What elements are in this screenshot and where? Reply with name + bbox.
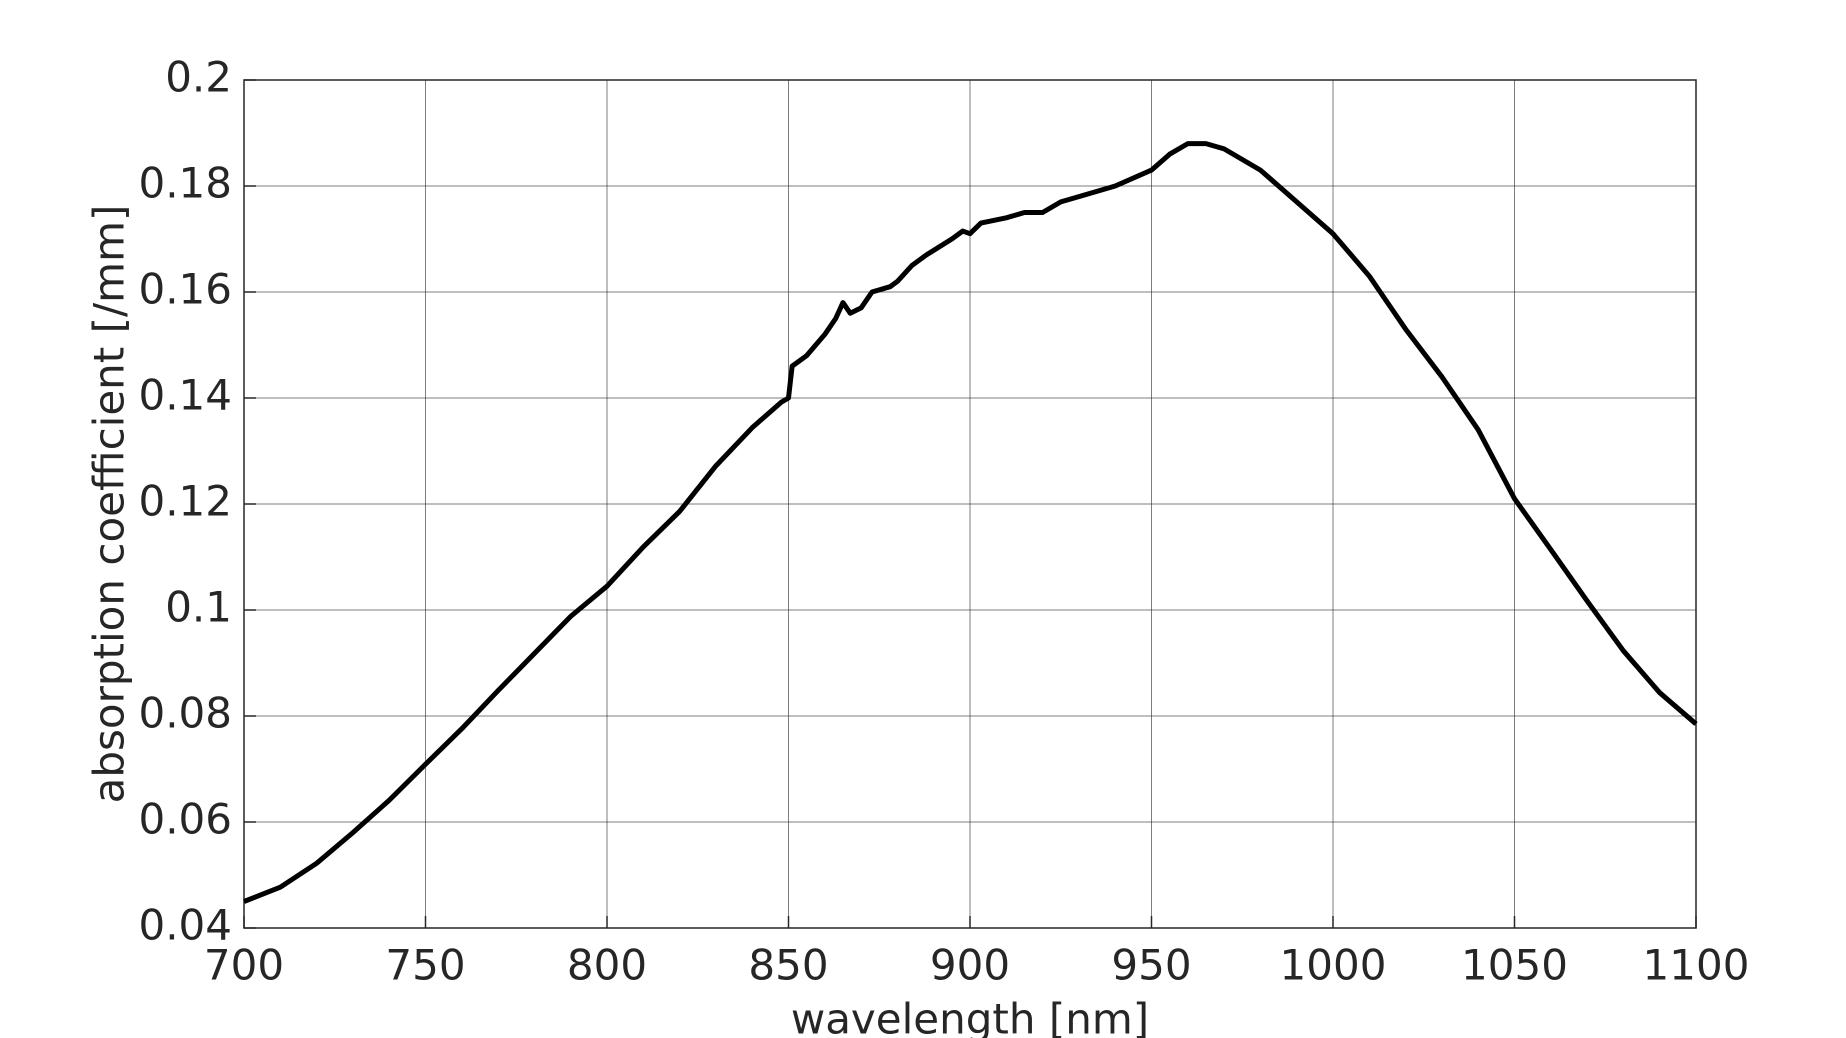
y-tick-label: 0.04 [138, 901, 232, 950]
y-tick-label: 0.18 [138, 159, 232, 208]
y-axis-label: absorption coefficient [/mm] [85, 205, 134, 804]
x-tick-label: 1050 [1461, 941, 1568, 990]
x-tick-label: 700 [204, 941, 284, 990]
x-tick-label: 850 [748, 941, 828, 990]
x-tick-label: 950 [1111, 941, 1191, 990]
y-tick-label: 0.1 [165, 583, 232, 632]
y-tick-label: 0.16 [138, 265, 232, 314]
x-tick-label: 1000 [1280, 941, 1387, 990]
axes-box [243, 79, 1697, 929]
x-axis-label: wavelength [nm] [791, 995, 1149, 1038]
x-tick-label: 800 [567, 941, 647, 990]
x-tick-label: 900 [930, 941, 1010, 990]
y-tick-label: 0.12 [138, 477, 232, 526]
x-tick-label: 1100 [1643, 941, 1750, 990]
x-tick-label: 750 [385, 941, 465, 990]
y-tick-label: 0.08 [138, 689, 232, 738]
data-line [243, 141, 1698, 904]
y-tick-label: 0.06 [138, 795, 232, 844]
y-tick-label: 0.2 [165, 53, 232, 102]
y-tick-label: 0.14 [138, 371, 232, 420]
